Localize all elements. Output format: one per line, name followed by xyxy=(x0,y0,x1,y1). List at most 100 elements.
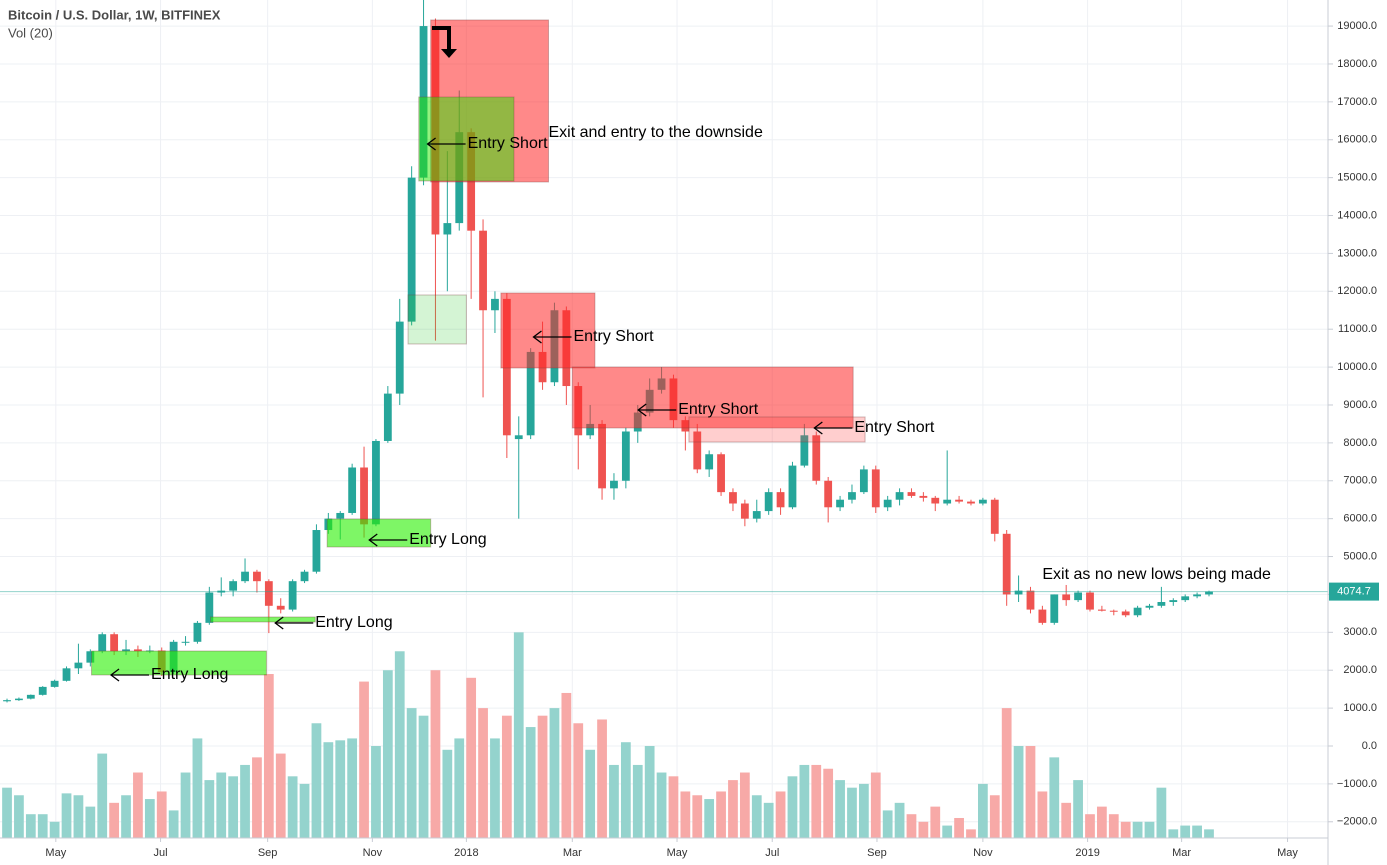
volume-bar xyxy=(954,817,964,838)
x-tick-label: Mar xyxy=(563,847,582,859)
y-tick-label: 18000.0 xyxy=(1337,58,1377,70)
candle-body xyxy=(776,492,785,508)
candle-body xyxy=(788,465,797,508)
candle-body xyxy=(907,492,916,496)
candle-body xyxy=(110,634,119,652)
candle-body xyxy=(514,435,523,440)
candle-body xyxy=(86,651,95,663)
candle-body xyxy=(752,511,761,519)
y-tick-label: 10000.0 xyxy=(1337,361,1377,373)
volume-bar xyxy=(323,742,334,838)
annotation: Entry Short xyxy=(854,419,935,436)
volume-bar xyxy=(442,749,453,838)
candle-body xyxy=(812,435,821,481)
volume-bar xyxy=(1168,829,1179,838)
y-tick-label: −2000.0 xyxy=(1337,816,1377,828)
candle-body xyxy=(360,467,368,525)
volume-bar xyxy=(359,681,369,838)
volume-bar xyxy=(121,795,131,838)
volume-bar xyxy=(1025,746,1036,838)
volume-bar xyxy=(1156,787,1167,838)
volume-bar xyxy=(537,715,548,838)
volume-bar xyxy=(109,802,120,838)
y-tick-label: 19000.0 xyxy=(1337,20,1377,32)
candle-body xyxy=(598,423,606,489)
y-tick-label: 5000.0 xyxy=(1343,550,1377,562)
volume-bar xyxy=(835,780,845,838)
candle-body xyxy=(407,177,416,322)
volume-bar xyxy=(406,708,417,838)
volume-bar xyxy=(668,776,679,838)
volume-bar xyxy=(858,783,869,838)
candle-body xyxy=(62,668,71,681)
x-tick-label: Sep xyxy=(867,847,887,859)
candle-body xyxy=(205,592,214,623)
volume-bar xyxy=(1192,825,1202,838)
volume-bar xyxy=(680,791,691,838)
annotation-arrowhead xyxy=(368,533,378,547)
volume-bar xyxy=(989,795,1000,838)
candle-body xyxy=(1169,600,1178,603)
candle-body xyxy=(253,571,261,582)
candle-body xyxy=(824,480,833,508)
volume-bar xyxy=(1120,821,1131,838)
volume-bar xyxy=(1108,814,1119,838)
candle-body xyxy=(26,694,35,699)
candle-body xyxy=(717,454,725,493)
annotation: Entry Long xyxy=(409,531,486,548)
candle-body xyxy=(895,492,904,500)
volume-bar xyxy=(644,746,655,838)
candle-body xyxy=(1074,592,1082,601)
candle-body xyxy=(38,686,47,695)
candle-body xyxy=(1157,602,1166,606)
candle-body xyxy=(990,499,999,534)
y-tick-label: 15000.0 xyxy=(1337,172,1377,184)
candle-body xyxy=(1121,611,1130,616)
volume-bar xyxy=(739,772,750,838)
volume-bar xyxy=(156,791,167,838)
volume-bar xyxy=(882,810,893,838)
volume-bar xyxy=(14,795,24,838)
last-price-label: 4074.7 xyxy=(1337,586,1371,598)
volume-bar xyxy=(799,764,810,838)
candle-body xyxy=(98,634,107,652)
candle-body xyxy=(395,321,404,394)
candle-body xyxy=(383,393,392,441)
volume-bar xyxy=(240,764,250,838)
y-tick-label: −1000.0 xyxy=(1337,778,1377,790)
x-tick-label: 2019 xyxy=(1075,847,1099,859)
candle-body xyxy=(1181,596,1190,601)
candle-body xyxy=(1002,533,1011,595)
x-tick-label: May xyxy=(667,847,688,859)
volume-bar xyxy=(1013,746,1024,838)
volume-bar xyxy=(716,791,726,838)
volume-bar xyxy=(751,795,762,838)
candle-body xyxy=(1109,610,1118,612)
candle-body xyxy=(871,469,880,508)
volume-bar xyxy=(180,772,191,838)
y-tick-label: 0.0 xyxy=(1362,740,1377,752)
volume-bar xyxy=(133,772,143,838)
volume-bar xyxy=(204,780,215,838)
candle-body xyxy=(300,571,309,582)
candle-body xyxy=(1205,591,1213,595)
volume-bar xyxy=(1097,806,1107,838)
volume-bar xyxy=(787,776,798,838)
volume-bar xyxy=(561,692,572,838)
drawn-box xyxy=(326,518,432,548)
candle-body xyxy=(919,495,928,498)
x-tick-label: Nov xyxy=(973,847,993,859)
annotation-arrowhead xyxy=(274,616,284,630)
annotation: Entry Long xyxy=(315,614,392,631)
volume-bar xyxy=(1144,821,1155,838)
volume-bar xyxy=(144,799,155,838)
candle-body xyxy=(883,499,892,508)
annotation: Exit as no new lows being made xyxy=(1042,566,1271,583)
volume-bar xyxy=(85,806,96,838)
candle-body xyxy=(967,501,975,504)
candle-body xyxy=(859,469,868,493)
annotation-arrowhead xyxy=(426,137,436,151)
candle-body xyxy=(740,503,749,519)
volume-bar xyxy=(347,738,358,838)
